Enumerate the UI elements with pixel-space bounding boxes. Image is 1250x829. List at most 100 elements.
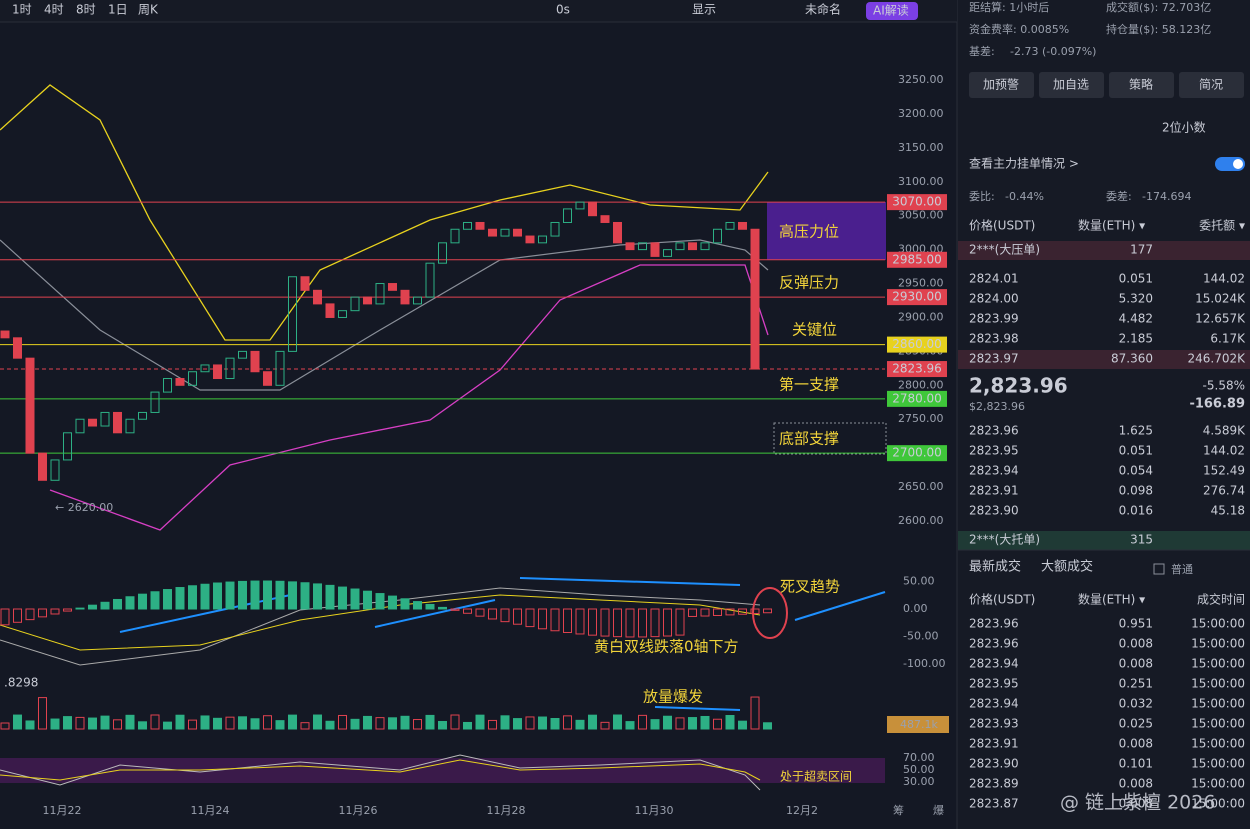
candle [275,350,285,386]
big-ask: 2***(大压单) [969,243,1040,257]
macd-bar [0,608,10,626]
button-label[interactable]: 加自选 [1053,78,1089,92]
button[interactable] [1179,72,1244,98]
decimals-menu[interactable]: 2位小数 [1162,120,1206,135]
layout-menu[interactable]: 未命名 [805,2,841,17]
volume-bar [238,716,247,730]
arrow [654,706,741,711]
candle [438,242,447,264]
annotation: 反弹压力 [779,274,839,292]
candle [113,411,122,434]
volume-bar [63,716,72,730]
macd-bar [425,603,435,610]
candle [138,411,147,420]
candle [638,242,647,251]
volume-bar [363,715,372,730]
checkbox[interactable] [1153,563,1165,575]
level-label: 2985.00 [892,252,942,266]
tab[interactable]: 最新成交 [969,559,1021,575]
label: 距结算: 1小时后 [969,0,1049,14]
rsi-tick: 70.00 [903,751,935,764]
button[interactable] [969,72,1034,98]
candle [738,221,747,230]
col-header: 数量(ETH) ▾ [1078,218,1145,233]
big-bid-qty: 315 [1130,533,1153,547]
interval-tab[interactable]: 周K [138,3,159,17]
interval-tab[interactable]: 1时 [12,3,32,17]
change-pct: -5.58% [1203,379,1245,393]
candle [538,235,547,244]
interval-tab[interactable]: 8时 [76,3,96,17]
arrow [374,599,496,628]
macd-bar [275,580,285,610]
candle [688,242,697,251]
macd-bar [400,598,410,610]
candle [50,459,60,481]
macd-bar [638,608,647,638]
label: -2.73 (-0.097%) [1010,45,1096,58]
interval-tab[interactable]: 4时 [44,3,64,17]
price: 2823.96 [969,617,1019,631]
candle [650,242,660,257]
price-tick: 3250.00 [898,73,944,86]
arrow [519,577,741,586]
price: 2823.93 [969,717,1019,731]
price: 2823.91 [969,484,1019,498]
arrow [794,591,886,621]
candle [213,364,222,380]
macd-bar [38,608,47,618]
macd-bar [363,590,372,610]
amount: 144.02 [1203,272,1245,286]
macd-bar [575,608,585,635]
amount: 15:00:00 [1191,777,1245,791]
toolbar [0,0,957,22]
volume-bar [625,721,635,730]
corner-label: 爆 [933,803,944,817]
qty: 5.320 [1119,292,1153,306]
volume-bar [613,714,622,730]
button[interactable] [1109,72,1174,98]
button-label[interactable]: 简况 [1199,78,1223,92]
candle [600,215,610,223]
macd-bar [713,608,722,616]
price-tick: 2650.00 [898,480,944,493]
macd-bar [475,608,485,617]
col-header: 价格(USDT) [969,592,1035,607]
button-label[interactable]: 加预警 [983,77,1019,92]
candle [575,201,585,210]
indicator-value: .8298 [4,676,38,690]
price: 2823.94 [969,697,1019,711]
amount: 15:00:00 [1191,757,1245,771]
ai-label[interactable]: AI解读 [873,4,909,18]
level-label: 2823.96 [892,362,942,376]
volume-bar [550,717,560,730]
qty: 0.016 [1119,504,1153,518]
macd-bar [500,608,510,623]
volume-bar [488,719,497,730]
interval-tab[interactable]: 1日 [108,3,128,17]
volume-bar [375,717,385,730]
level-badge [887,289,947,306]
annotation: 放量爆发 [643,688,703,706]
macd-bar [250,580,260,610]
volume-bar [338,714,347,730]
qty: 4.482 [1119,312,1153,326]
volume-bar [425,714,435,730]
price: 2823.87 [969,797,1019,811]
rsi-tick: 30.00 [903,775,935,788]
macd-bar [450,608,460,611]
display-menu[interactable]: 显示 [692,3,716,17]
button-label[interactable]: 策略 [1129,77,1153,92]
qty: 0.051 [1119,444,1153,458]
button[interactable] [1039,72,1104,98]
tab[interactable]: 大额成交 [1041,559,1093,575]
macd-bar [100,601,110,610]
price: 2823.91 [969,737,1019,751]
tab[interactable]: 普通 [1171,562,1193,576]
macd-bar [438,606,447,610]
candle [88,418,97,427]
candle [338,310,347,318]
ai-button[interactable] [866,2,918,20]
level-badge [887,445,947,462]
label: -0.44% [1005,190,1044,203]
